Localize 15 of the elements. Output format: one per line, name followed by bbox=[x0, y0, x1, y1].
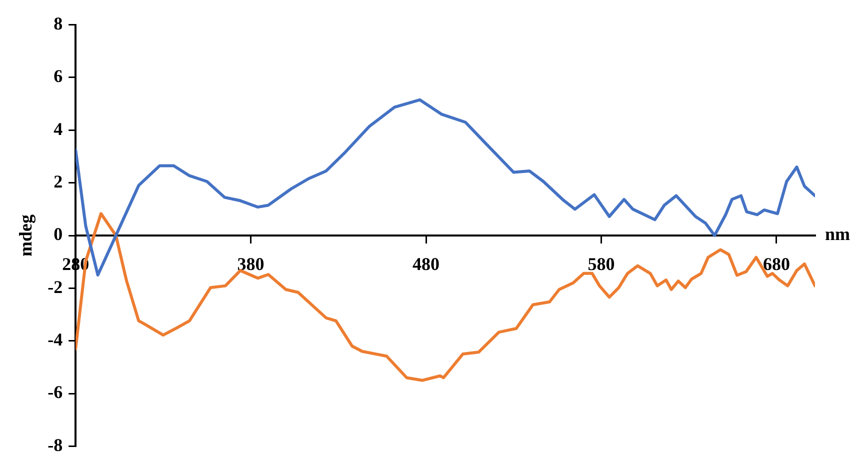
y-axis-title: mdeg bbox=[15, 214, 36, 256]
x-axis-title: nm bbox=[825, 224, 850, 244]
y-tick-label: -4 bbox=[48, 330, 63, 350]
y-tick-label: 4 bbox=[54, 118, 63, 139]
x-tick-label: 380 bbox=[237, 254, 264, 274]
x-tick-label: 580 bbox=[588, 254, 615, 274]
y-tick-label: -6 bbox=[48, 382, 63, 402]
y-tick-label: 0 bbox=[54, 224, 63, 244]
x-tick-label: 480 bbox=[412, 254, 440, 274]
y-tick-label: -2 bbox=[48, 276, 63, 297]
y-tick-label: -8 bbox=[48, 434, 63, 455]
y-tick-label: 2 bbox=[54, 171, 63, 192]
y-tick-label: 6 bbox=[54, 66, 63, 86]
x-tick-label: 680 bbox=[762, 254, 790, 274]
y-tick-label: 8 bbox=[54, 13, 63, 34]
